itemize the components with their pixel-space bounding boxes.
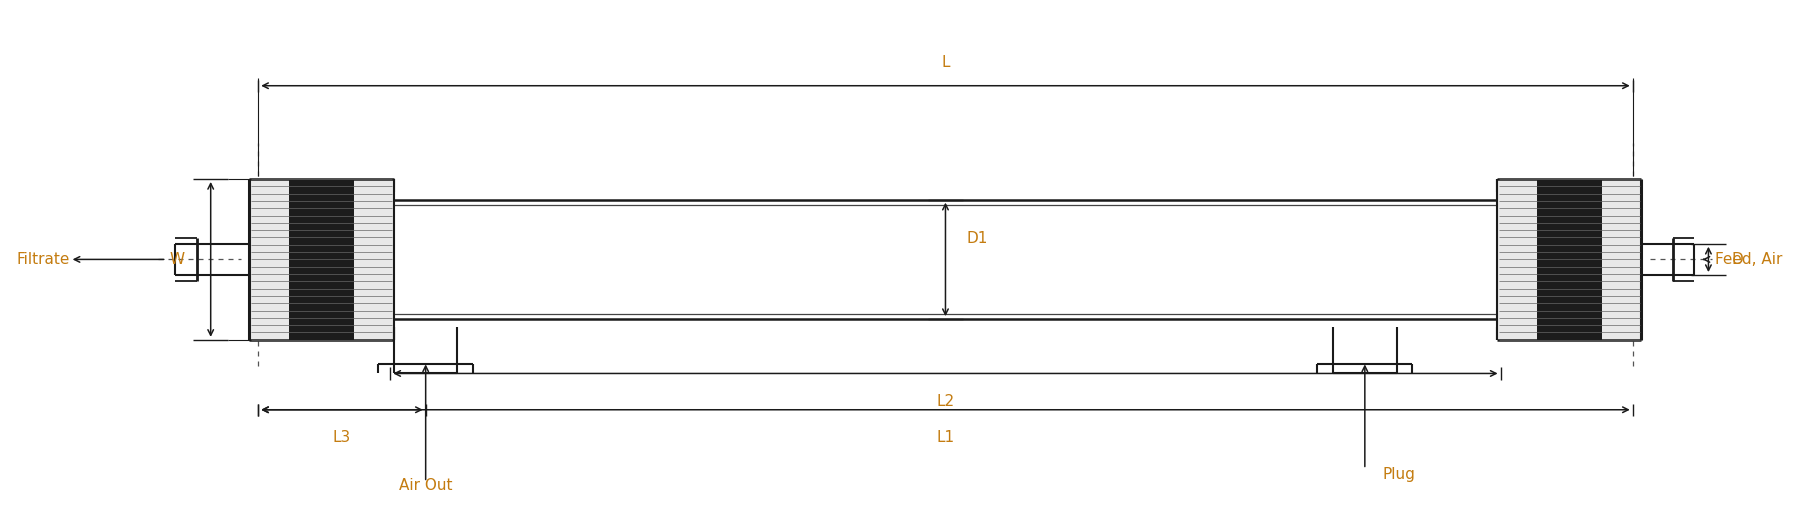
Text: D1: D1 (966, 231, 988, 246)
Text: Plug: Plug (1383, 467, 1415, 482)
Polygon shape (289, 179, 354, 340)
Polygon shape (390, 192, 393, 327)
Text: L1: L1 (936, 431, 954, 445)
Polygon shape (1537, 179, 1602, 340)
Polygon shape (1498, 179, 1642, 340)
Polygon shape (390, 200, 1500, 319)
Text: Air Out: Air Out (399, 478, 453, 493)
Text: D: D (1731, 252, 1744, 267)
Text: L2: L2 (936, 394, 954, 409)
Text: L3: L3 (332, 431, 350, 445)
Text: W: W (169, 252, 185, 267)
Polygon shape (250, 179, 393, 340)
Polygon shape (1498, 192, 1500, 327)
Text: Filtrate: Filtrate (16, 252, 70, 267)
Text: L: L (941, 55, 950, 70)
Text: Feed, Air: Feed, Air (1715, 252, 1783, 267)
